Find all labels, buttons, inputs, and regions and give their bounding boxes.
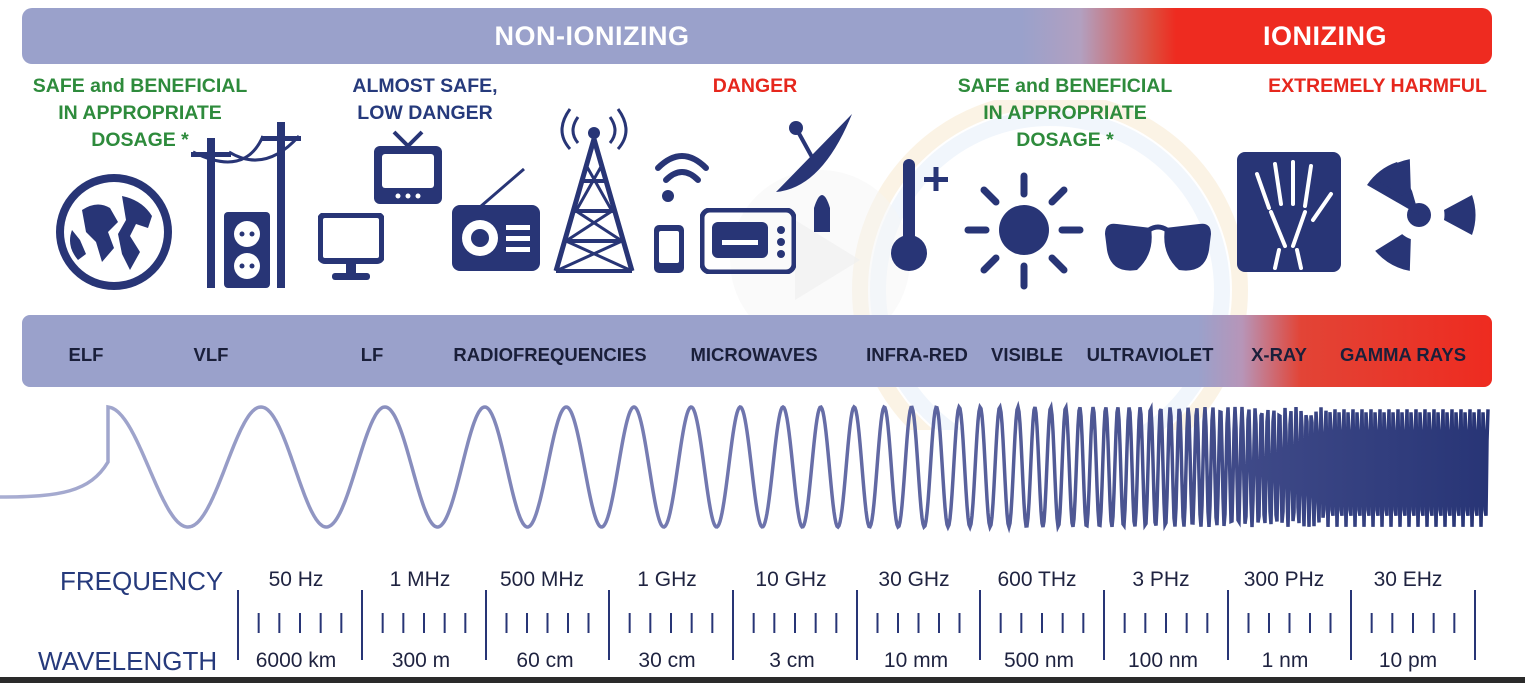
frequency-value: 500 MHz <box>499 568 585 591</box>
band-label-ultraviolet: ULTRAVIOLET <box>1086 344 1214 365</box>
frequency-value: 1 MHz <box>389 568 451 591</box>
spectrum-wave <box>0 400 1490 534</box>
band-label-radiofrequencies: RADIOFREQUENCIES <box>453 344 647 365</box>
band-label-visible: VISIBLE <box>991 344 1063 365</box>
tv-icon <box>374 130 442 204</box>
radio-icon <box>452 167 540 271</box>
bottom-strip <box>0 677 1525 683</box>
computer-monitor-icon <box>318 213 384 280</box>
wavelength-value: 10 pm <box>1378 649 1438 672</box>
non-ionizing-label: NON-IONIZING <box>494 21 690 51</box>
band-label-x-ray: X-RAY <box>1251 344 1307 365</box>
scale-ticks <box>237 590 1476 660</box>
frequency-value: 30 EHz <box>1373 568 1443 591</box>
band-label-lf: LF <box>360 344 384 365</box>
category-label-safe-high: SAFE and BENEFICIAL IN APPROPRIATE DOSAGE … <box>957 75 1173 151</box>
radio-tower-icon <box>553 108 635 273</box>
category-label-safe-low: SAFE and BENEFICIAL IN APPROPRIATE DOSAGE … <box>32 75 248 151</box>
power-pole-icon <box>191 122 301 288</box>
frequency-value: 600 THz <box>997 568 1077 591</box>
frequency-title: FREQUENCY <box>60 566 224 596</box>
radiation-icon <box>1367 159 1476 271</box>
frequency-value: 1 GHz <box>637 568 697 591</box>
wavelength-value: 300 m <box>391 649 451 672</box>
band-label-microwaves: MICROWAVES <box>690 344 818 365</box>
ionizing-scale-bar <box>22 8 1492 64</box>
band-bar <box>22 315 1492 387</box>
frequency-value: 30 GHz <box>878 568 950 591</box>
sun-icon <box>964 172 1084 290</box>
wavelength-value: 100 nm <box>1127 649 1199 672</box>
band-label-vlf: VLF <box>193 344 229 365</box>
frequency-value: 300 PHz <box>1243 568 1325 591</box>
frequency-value: 3 PHz <box>1132 568 1190 591</box>
wifi-icon <box>655 153 709 202</box>
wavelength-value: 1 nm <box>1261 649 1309 672</box>
band-label-infra-red: INFRA-RED <box>866 344 968 365</box>
wavelength-value: 60 cm <box>516 649 574 672</box>
category-label-extremely-harmful: EXTREMELY HARMFUL <box>1268 75 1487 97</box>
category-label-almost-safe: ALMOST SAFE, LOW DANGER <box>352 75 498 124</box>
wavelength-value: 30 cm <box>638 649 696 672</box>
xray-hand-icon <box>1237 152 1341 272</box>
ionizing-label: IONIZING <box>1263 21 1387 51</box>
sunglasses-icon <box>1105 223 1211 271</box>
category-label-danger: DANGER <box>712 75 798 97</box>
microwave-oven-icon <box>700 208 796 274</box>
band-label-gamma-rays: GAMMA RAYS <box>1339 344 1467 365</box>
satellite-dish-icon <box>776 114 852 232</box>
thermometer-icon <box>891 159 948 271</box>
globe-icon <box>56 174 172 290</box>
mobile-phone-icon <box>654 225 684 273</box>
play-watermark-icon <box>730 100 1248 430</box>
frequency-value: 50 Hz <box>268 568 324 591</box>
wavelength-title: WAVELENGTH <box>38 646 218 676</box>
wavelength-value: 3 cm <box>769 649 815 672</box>
band-label-elf: ELF <box>68 344 104 365</box>
frequency-value: 10 GHz <box>755 568 827 591</box>
wavelength-value: 6000 km <box>255 649 337 672</box>
power-socket-icon <box>224 212 270 288</box>
wavelength-value: 500 nm <box>1003 649 1075 672</box>
wavelength-value: 10 mm <box>883 649 949 672</box>
